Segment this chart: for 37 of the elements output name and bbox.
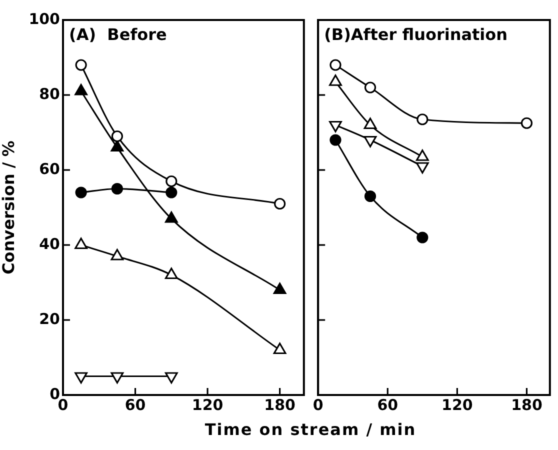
point — [110, 140, 124, 152]
point — [164, 372, 178, 384]
y-tick-label: 80 — [39, 84, 60, 103]
x-tick-label: 60 — [377, 396, 398, 414]
x-tick-label: 0 — [312, 396, 324, 414]
point — [364, 118, 377, 130]
point — [74, 372, 88, 384]
y-tick-label: 20 — [39, 310, 60, 328]
point — [330, 134, 342, 146]
point — [111, 182, 124, 195]
y-tick-label: 60 — [39, 160, 60, 178]
chart-title: (B)After fluorination — [324, 25, 508, 44]
x-tick-label: 180 — [264, 396, 296, 414]
point — [520, 117, 533, 129]
point — [166, 175, 178, 188]
y-axis-title: Conversion / % — [0, 140, 18, 274]
point — [75, 186, 87, 198]
x-tick-label: 120 — [442, 396, 473, 414]
point — [364, 136, 377, 148]
point — [110, 372, 124, 384]
x-tick-label: 60 — [124, 396, 146, 414]
x-axis-title: Time on stream / min — [204, 420, 418, 439]
point — [416, 114, 428, 126]
y-tick-label: 100 — [28, 10, 60, 28]
point — [111, 130, 124, 142]
x-tick-label: 180 — [511, 396, 542, 414]
point — [330, 59, 342, 71]
point — [74, 84, 88, 96]
y-tick-label: 40 — [39, 234, 60, 253]
point — [75, 59, 87, 71]
point — [166, 186, 178, 198]
chart-title: (A) Before — [69, 25, 168, 44]
point — [364, 190, 376, 202]
point — [364, 82, 376, 94]
point — [416, 232, 428, 244]
x-tick-label: 120 — [192, 396, 224, 414]
point — [274, 198, 286, 210]
